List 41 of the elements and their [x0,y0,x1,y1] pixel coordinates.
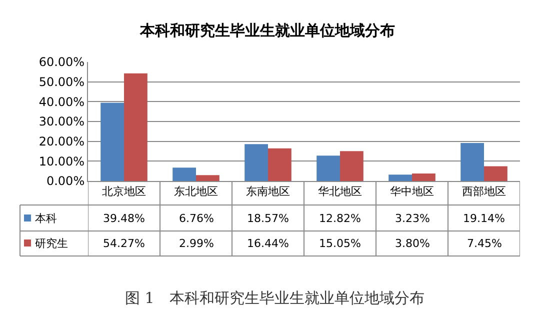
data-label: 3.23% [395,212,430,225]
x-tick-label: 华中地区 [390,185,434,198]
data-label: 19.14% [463,212,505,225]
bar [100,102,124,181]
x-tick-label: 北京地区 [102,185,146,198]
legend-label: 本科 [35,212,57,225]
x-tick-label: 华北地区 [318,185,362,198]
x-tick-label: 西部地区 [462,185,506,198]
data-label: 39.48% [103,212,145,225]
bar [172,168,196,181]
bar [244,144,268,181]
bar [388,174,412,181]
data-label: 7.45% [467,237,502,250]
bar [340,151,364,181]
bar [460,143,484,181]
bar [484,166,508,181]
data-label: 6.76% [179,212,214,225]
y-tick-label: 20.00% [38,134,85,149]
y-tick-label: 30.00% [38,114,85,129]
data-label: 2.99% [179,237,214,250]
bar [196,175,220,181]
x-tick-label: 东北地区 [174,185,218,198]
bar [124,73,148,181]
y-tick-label: 50.00% [38,75,85,90]
caption: 图 1 本科和研究生毕业生就业单位地域分布 [125,289,424,307]
y-tick-label: 40.00% [38,94,85,109]
x-tick-label: 东南地区 [246,185,290,198]
data-label: 12.82% [319,212,361,225]
data-label: 3.80% [395,237,430,250]
y-tick-label: 10.00% [38,154,85,168]
data-label: 18.57% [247,212,289,225]
data-label: 16.44% [247,237,289,250]
bar [316,156,340,181]
chart-title: 本科和研究生毕业生就业单位地域分布 [139,21,395,40]
bar [412,173,436,181]
data-label: 15.05% [319,237,361,250]
legend-label: 研究生 [35,237,68,250]
y-tick-label: 0.00% [46,174,85,188]
data-label: 54.27% [103,237,145,250]
y-tick-label: 60.00% [38,55,85,70]
bar [268,148,292,181]
